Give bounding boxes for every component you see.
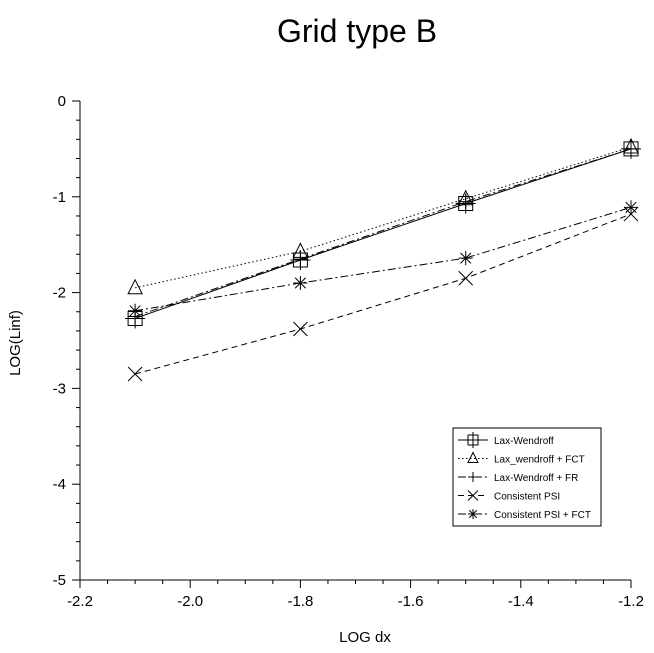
data-point [624,200,638,215]
data-point [293,321,308,337]
data-point [458,251,473,266]
x-ticks: -2.2 -2.0 -1.8 -1.6 -1.4 -1.2 [67,580,644,610]
legend: Lax-Wendroff Lax_wendroff + FCT Lax-Wendro… [452,427,602,527]
legend-marker [465,432,481,448]
x-tick-label: -1.6 [398,593,424,610]
data-point [458,270,474,286]
series-line [135,206,632,312]
series-line [134,148,632,319]
series-0 [125,138,641,329]
data-point [128,303,143,318]
legend-label: Lax_wendroff + FCT [494,455,585,466]
x-tick-label: -1.4 [508,593,534,610]
series-layer [125,137,641,382]
legend-marker [467,451,479,463]
series-line [134,148,632,318]
data-point [624,141,638,156]
y-tick-label: -2 [53,285,66,302]
y-tick-label: -3 [53,380,66,397]
series-4 [128,200,638,318]
data-point [127,366,143,382]
legend-label: Lax-Wendroff + FR [494,473,578,484]
x-axis-label: LOG dx [339,629,391,646]
x-tick-label: -2.2 [67,593,93,610]
data-point [293,276,308,291]
legend-label: Consistent PSI + FCT [494,510,591,521]
legend-marker [468,509,478,519]
series-line [134,213,632,375]
y-tick-label: -4 [53,476,66,493]
x-tick-label: -2.0 [177,593,203,610]
y-tick-label: -1 [53,189,66,206]
legend-label: Consistent PSI [494,492,560,503]
data-point [458,194,473,209]
chart-title: Grid type B [277,13,437,49]
x-tick-label: -1.8 [287,593,313,610]
data-point [127,278,143,295]
series-2 [128,141,638,324]
data-point [293,252,308,267]
y-axis-label: LOG(Linf) [7,310,24,376]
legend-label: Lax-Wendroff [494,436,554,447]
y-ticks: 0 -1 -2 -3 -4 -5 [53,93,80,589]
legend-marker [467,490,479,501]
y-tick-label: -5 [53,572,66,589]
y-tick-label: 0 [58,93,66,110]
legend-marker [468,472,478,482]
x-tick-label: -1.2 [618,593,644,610]
series-line [134,146,632,289]
